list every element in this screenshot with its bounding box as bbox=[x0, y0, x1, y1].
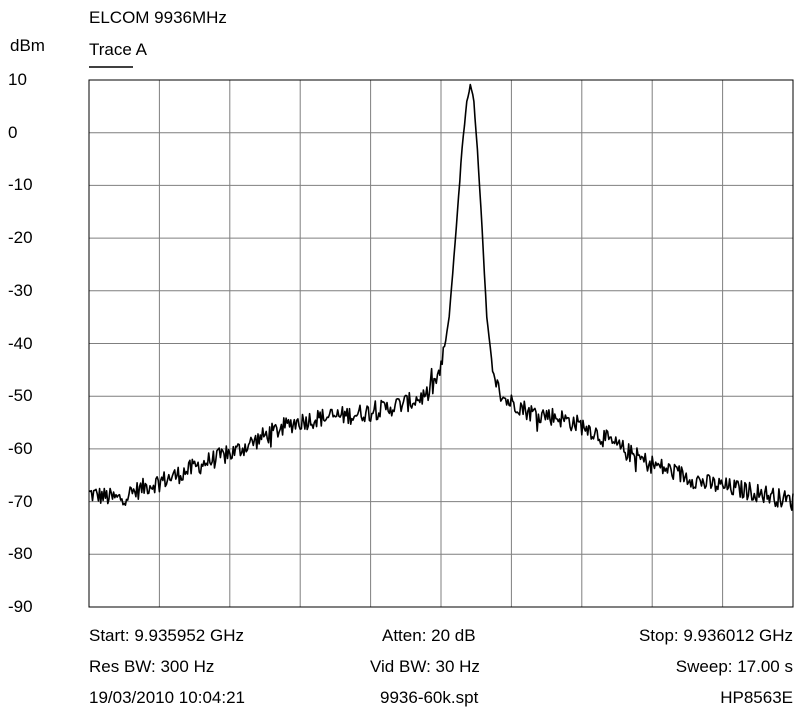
stop-frequency: Stop: 9.936012 GHz bbox=[638, 626, 793, 645]
sweep-time: Sweep: 17.00 s bbox=[675, 657, 793, 676]
plot-frame bbox=[88, 79, 794, 608]
y-tick-label: -40 bbox=[8, 333, 33, 353]
y-axis-unit-label: dBm bbox=[10, 36, 45, 55]
plot-grid bbox=[89, 80, 793, 607]
y-tick-label: -50 bbox=[8, 386, 33, 406]
file-name: 9936-60k.spt bbox=[380, 688, 479, 707]
start-frequency: Start: 9.935952 GHz bbox=[89, 626, 244, 645]
timestamp: 19/03/2010 10:04:21 bbox=[89, 688, 245, 707]
y-tick-label: 10 bbox=[8, 70, 27, 89]
chart-title: ELCOM 9936MHz bbox=[89, 8, 227, 27]
legend-trace-label: Trace A bbox=[89, 40, 147, 59]
attenuation: Atten: 20 dB bbox=[382, 626, 476, 645]
y-tick-label: -90 bbox=[8, 597, 33, 616]
trace-a-line bbox=[88, 83, 794, 511]
instrument-model: HP8563E bbox=[720, 688, 793, 707]
y-tick-label: -80 bbox=[8, 544, 33, 564]
y-tick-label: -60 bbox=[8, 438, 33, 458]
resolution-bandwidth: Res BW: 300 Hz bbox=[89, 657, 215, 676]
y-tick-label: -20 bbox=[8, 228, 33, 248]
video-bandwidth: Vid BW: 30 Hz bbox=[370, 657, 480, 676]
y-tick-label: -10 bbox=[8, 175, 33, 195]
y-tick-label: 0 bbox=[8, 122, 18, 142]
y-tick-label: -30 bbox=[8, 280, 33, 300]
y-tick-label: -70 bbox=[8, 491, 33, 511]
